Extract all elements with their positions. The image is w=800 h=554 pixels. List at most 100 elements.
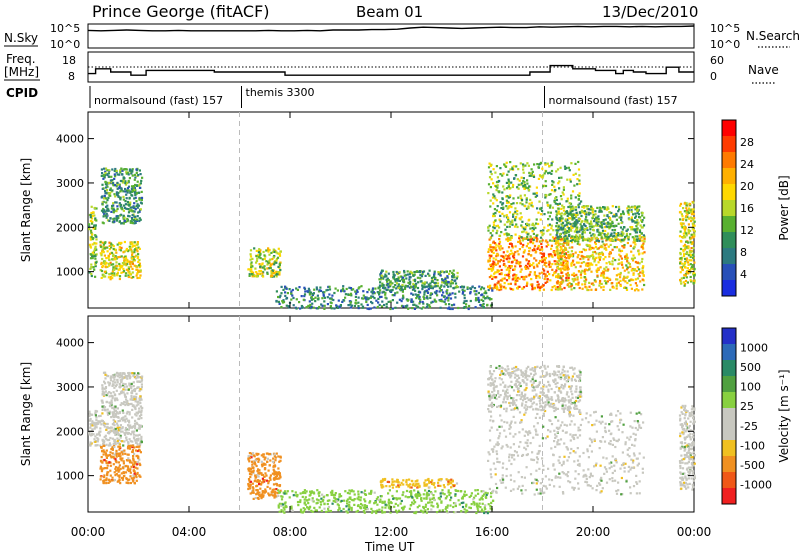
echo-cell [126,392,129,395]
echo-cell [437,271,440,274]
echo-cell [114,430,117,433]
echo-cell [690,219,693,223]
echo-cell [100,456,103,459]
echo-cell [118,479,121,482]
echo-cell [248,472,252,476]
echo-cell [248,460,251,463]
echo-cell [334,492,337,495]
echo-cell [579,223,582,226]
echo-cell [679,278,682,282]
echo-cell [584,264,588,267]
echo-cell [680,282,683,285]
echo-cell [501,212,504,215]
echo-cell [568,169,571,172]
echo-cell [547,211,550,214]
echo-cell [490,255,493,258]
echo-cell [509,194,512,197]
echo-cell [527,253,530,256]
echo-cell [526,262,530,265]
echo-cell [495,271,498,274]
echo-cell [466,287,469,290]
echo-cell [102,405,105,408]
echo-cell [691,233,694,236]
echo-cell [130,276,133,279]
echo-cell [127,181,130,184]
echo-cell [118,246,121,249]
echo-cell [441,280,444,283]
echo-cell [105,189,109,192]
echo-cell [543,269,546,272]
echo-cell [92,433,95,436]
echo-cell [113,453,116,456]
echo-cell [110,263,113,266]
echo-cell [683,243,687,246]
echo-cell [502,207,505,210]
echo-cell [133,255,136,258]
echo-cell [578,230,581,233]
echo-cell [572,253,575,256]
echo-cell [625,229,628,232]
echo-cell [262,275,265,278]
echo-cell [595,222,599,225]
echo-cell [543,263,546,266]
echo-cell [525,207,528,210]
echo-cell [130,394,133,397]
echo-cell [622,277,625,280]
echo-cell [560,212,563,215]
date-label: 13/Dec/2010 [602,3,698,21]
echo-cell [489,232,492,235]
echo-cell [681,215,684,218]
echo-cell [416,276,419,279]
echo-cell [597,223,600,226]
echo-cell [406,270,409,273]
echo-cell [511,223,514,226]
echo-cell [502,172,505,175]
echo-cell [378,296,382,299]
echo-cell [550,227,553,230]
echo-cell [615,214,618,217]
echo-cell [529,236,532,239]
echo-cell [586,264,589,268]
echo-cell [107,427,110,430]
echo-cell [620,249,624,252]
echo-cell [278,271,281,274]
echo-cell [621,266,624,269]
echo-cell [641,239,644,242]
echo-cell [126,402,129,405]
frequency-unit: [MHz] [4,65,39,79]
echo-cell [426,303,429,306]
echo-cell [544,162,547,165]
echo-cell [495,285,499,288]
echo-cell [111,429,114,433]
echo-cell [595,224,598,227]
echo-cell [685,204,688,207]
echo-cell [483,292,486,295]
echo-cell [118,464,121,467]
echo-cell [94,245,97,248]
echo-cell [482,287,486,290]
echo-cell [641,246,644,249]
echo-cell [104,386,108,389]
echo-cell [603,279,606,282]
echo-cell [133,471,136,474]
echo-cell [586,207,589,211]
echo-cell [516,178,519,181]
echo-cell [435,300,438,303]
echo-cell [537,244,540,248]
echo-cell [505,214,508,217]
echo-cell [119,242,122,245]
echo-cell [532,232,535,235]
echo-cell [122,388,125,391]
echo-cell [118,445,122,448]
echo-cell [248,467,251,470]
echo-cell [642,242,645,245]
echo-cell [300,295,303,298]
echo-cell [679,230,682,233]
echo-cell [116,439,119,443]
echo-cell [103,425,106,428]
echo-cell [510,203,513,206]
echo-cell [275,488,278,491]
echo-cell [110,272,113,275]
echo-cell [285,296,289,300]
echo-cell [420,307,423,310]
